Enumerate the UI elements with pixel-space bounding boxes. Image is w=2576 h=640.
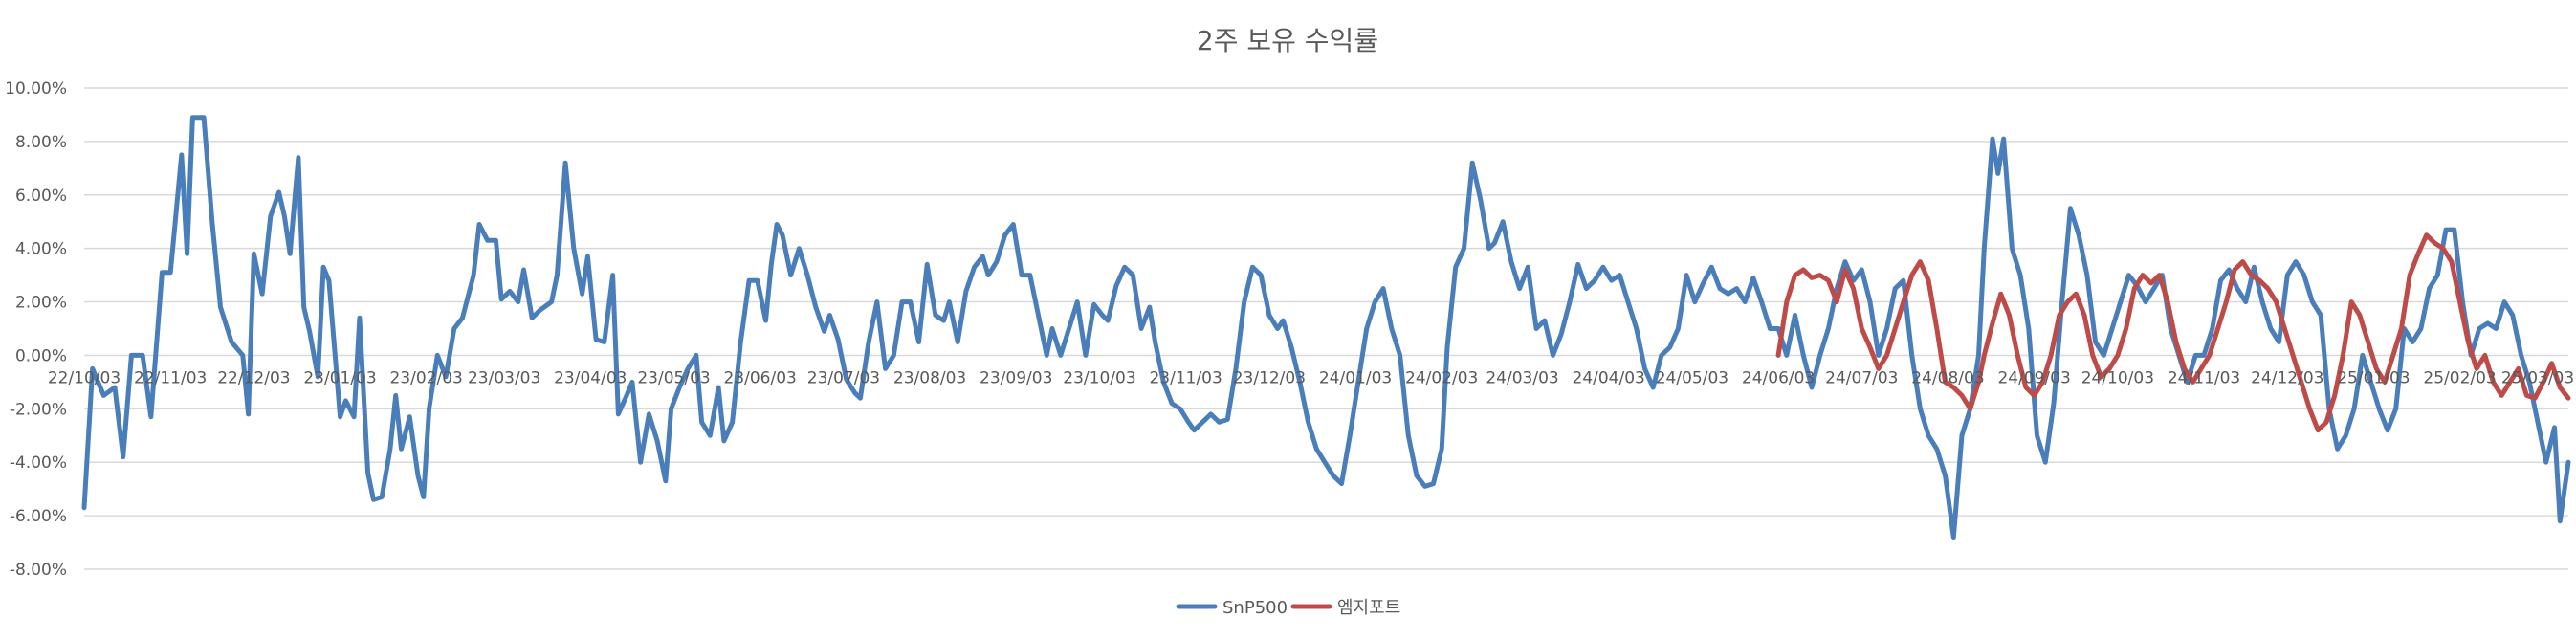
x-tick-label: 25/02/03	[2423, 368, 2496, 387]
y-axis-tick-labels: -8.00% -6.00% -4.00% -2.00% 0.00% 2.00% 4.00% 6…	[5, 79, 67, 580]
x-tick-label: 23/01/03	[303, 368, 376, 387]
x-tick-label: 24/05/03	[1656, 368, 1728, 387]
x-tick-label: 24/04/03	[1573, 368, 1645, 387]
x-tick-label: 23/05/03	[637, 368, 710, 387]
x-tick-label: 23/09/03	[980, 368, 1052, 387]
x-tick-label: 23/12/03	[1233, 368, 1306, 387]
x-tick-label: 25/03/03	[2501, 368, 2574, 387]
y-tick-label: -6.00%	[10, 507, 67, 526]
x-tick-label: 22/10/03	[48, 368, 121, 387]
x-tick-label: 24/10/03	[2081, 368, 2154, 387]
x-tick-label: 23/04/03	[554, 368, 627, 387]
x-tick-label: 23/03/03	[468, 368, 540, 387]
x-tick-label: 24/08/03	[1911, 368, 1984, 387]
x-tick-label: 24/11/03	[2168, 368, 2240, 387]
x-tick-label: 24/07/03	[1825, 368, 1898, 387]
x-tick-label: 23/02/03	[390, 368, 463, 387]
x-tick-label: 23/08/03	[893, 368, 966, 387]
x-tick-label: 23/06/03	[724, 368, 797, 387]
y-tick-label: 10.00%	[5, 79, 67, 99]
x-tick-label: 24/03/03	[1486, 368, 1558, 387]
y-tick-label: 4.00%	[15, 240, 67, 259]
x-tick-label: 24/12/03	[2251, 368, 2323, 387]
chart-title: 2주 보유 수익률	[1197, 25, 1378, 56]
y-tick-label: 2.00%	[15, 294, 67, 313]
y-tick-label: -4.00%	[10, 453, 67, 473]
x-tick-label: 22/12/03	[217, 368, 290, 387]
series-lines	[81, 115, 2571, 540]
legend-label-mgport: 엠지포트	[1337, 598, 1400, 618]
x-tick-label: 23/11/03	[1149, 368, 1222, 387]
x-tick-label: 22/11/03	[134, 368, 207, 387]
x-tick-label: 25/01/03	[2337, 368, 2410, 387]
legend-label-snp500: SnP500	[1222, 598, 1288, 618]
x-tick-label: 24/09/03	[1997, 368, 2070, 387]
x-tick-label: 24/01/03	[1319, 368, 1392, 387]
legend: SnP500 엠지포트	[1176, 598, 1400, 618]
y-tick-label: 8.00%	[15, 133, 67, 152]
series-line-snp500	[81, 115, 2571, 540]
x-tick-label: 24/02/03	[1405, 368, 1478, 387]
x-axis-tick-labels: 22/10/03 22/11/03 22/12/03 23/01/03 23/02/03…	[48, 368, 2574, 387]
y-tick-label: 0.00%	[15, 346, 67, 365]
y-tick-label: -8.00%	[10, 561, 67, 580]
x-tick-label: 24/06/03	[1742, 368, 1815, 387]
y-tick-label: 6.00%	[15, 187, 67, 206]
series-line-mgport	[1775, 232, 2571, 433]
y-tick-label: -2.00%	[10, 400, 67, 419]
x-tick-label: 23/07/03	[807, 368, 880, 387]
x-tick-label: 23/10/03	[1063, 368, 1135, 387]
